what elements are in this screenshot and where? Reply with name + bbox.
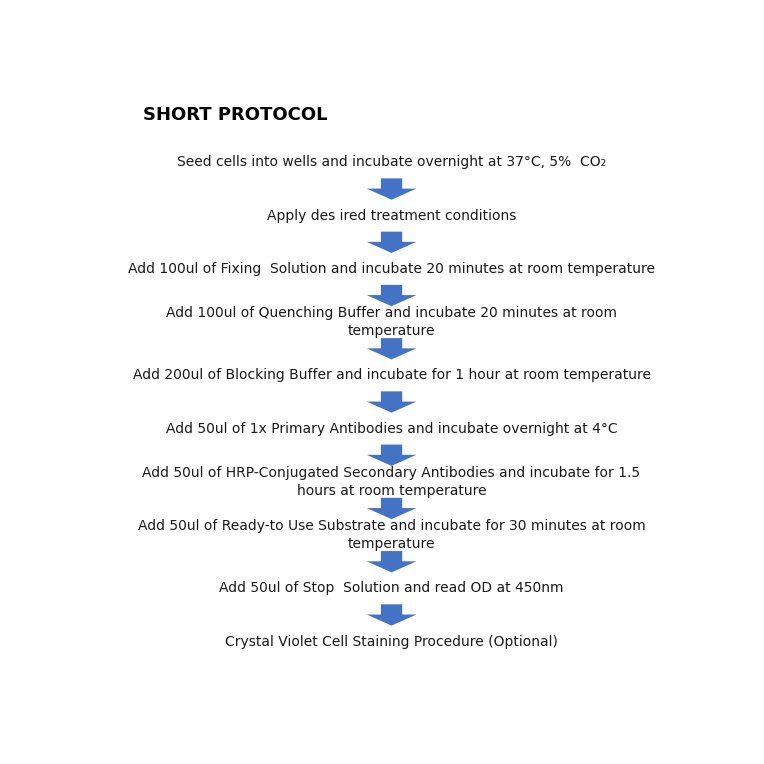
Text: Add 100ul of Fixing  Solution and incubate 20 minutes at room temperature: Add 100ul of Fixing Solution and incubat… bbox=[128, 262, 655, 276]
Text: Add 200ul of Blocking Buffer and incubate for 1 hour at room temperature: Add 200ul of Blocking Buffer and incubat… bbox=[132, 368, 651, 382]
Polygon shape bbox=[367, 285, 416, 306]
Text: Add 50ul of HRP-Conjugated Secondary Antibodies and incubate for 1.5
hours at ro: Add 50ul of HRP-Conjugated Secondary Ant… bbox=[143, 466, 640, 497]
Text: Add 50ul of 1x Primary Antibodies and incubate overnight at 4°C: Add 50ul of 1x Primary Antibodies and in… bbox=[166, 422, 617, 435]
Text: SHORT PROTOCOL: SHORT PROTOCOL bbox=[143, 106, 327, 125]
Text: Add 100ul of Quenching Buffer and incubate 20 minutes at room
temperature: Add 100ul of Quenching Buffer and incuba… bbox=[166, 306, 617, 338]
Polygon shape bbox=[367, 338, 416, 359]
Text: Add 50ul of Stop  Solution and read OD at 450nm: Add 50ul of Stop Solution and read OD at… bbox=[219, 581, 564, 595]
Polygon shape bbox=[367, 178, 416, 199]
Polygon shape bbox=[367, 445, 416, 466]
Polygon shape bbox=[367, 498, 416, 519]
Polygon shape bbox=[367, 391, 416, 413]
Polygon shape bbox=[367, 231, 416, 253]
Polygon shape bbox=[367, 604, 416, 626]
Text: Add 50ul of Ready-to Use Substrate and incubate for 30 minutes at room
temperatu: Add 50ul of Ready-to Use Substrate and i… bbox=[138, 520, 646, 551]
Text: Apply des ired treatment conditions: Apply des ired treatment conditions bbox=[267, 209, 516, 222]
Text: Seed cells into wells and incubate overnight at 37°C, 5%  CO₂: Seed cells into wells and incubate overn… bbox=[177, 155, 606, 170]
Text: Crystal Violet Cell Staining Procedure (Optional): Crystal Violet Cell Staining Procedure (… bbox=[225, 635, 558, 649]
Polygon shape bbox=[367, 551, 416, 572]
